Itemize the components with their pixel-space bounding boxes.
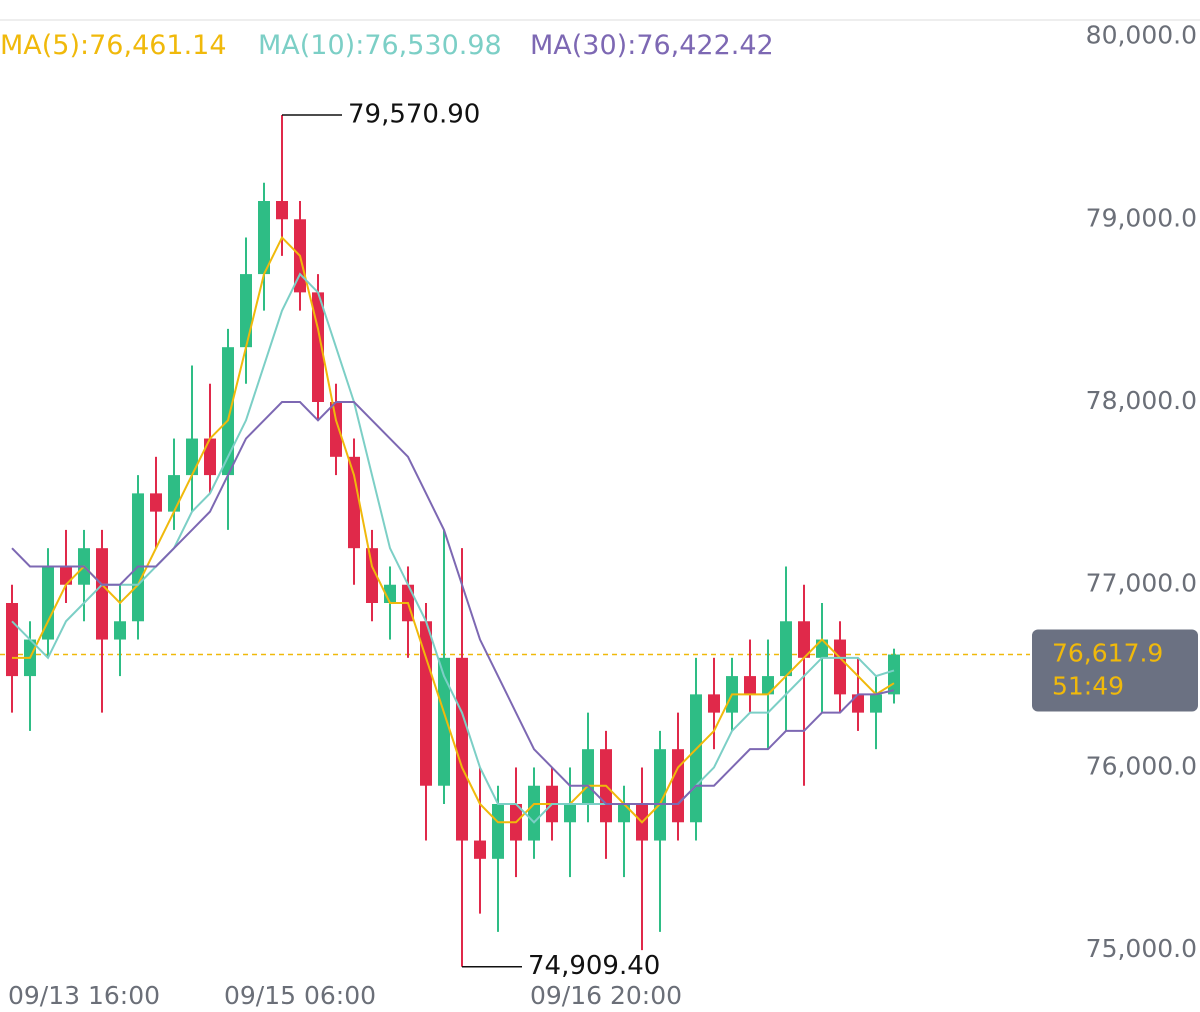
y-tick-label: 76,000.0 — [1086, 751, 1197, 780]
last-price-label: 76,617.9 — [1052, 639, 1163, 668]
candle-body — [852, 694, 864, 713]
candle-body — [132, 493, 144, 622]
candle-body — [366, 548, 378, 603]
legend-name: MA(5) — [0, 30, 89, 61]
x-tick-label: 09/15 06:00 — [224, 981, 376, 1010]
candle-body — [240, 274, 252, 348]
ma-line — [12, 235, 895, 824]
legend-name: MA(30) — [530, 30, 636, 61]
candle-body — [114, 621, 126, 640]
candle-body — [204, 438, 216, 476]
candle-body — [708, 694, 720, 713]
candle-body — [438, 657, 450, 786]
candle-body — [564, 804, 576, 823]
candle-body — [762, 676, 774, 695]
candle-body — [60, 566, 72, 585]
candle-body — [186, 438, 198, 476]
legend-item: MA(30)76,422.42 — [530, 30, 774, 61]
candle-body — [780, 621, 792, 677]
candle-body — [96, 548, 108, 640]
y-tick-label: 80,000.0 — [1086, 21, 1197, 50]
candle-body — [618, 804, 630, 823]
x-tick-label: 09/13 16:00 — [8, 981, 160, 1010]
annotation-label: 79,570.90 — [348, 99, 480, 129]
y-tick-label: 79,000.0 — [1086, 203, 1197, 232]
legend-value: 76,461.14 — [89, 30, 227, 61]
candle-body — [276, 201, 288, 220]
y-tick-label: 75,000.0 — [1086, 934, 1197, 963]
candle-body — [6, 603, 18, 677]
candle-body — [798, 621, 810, 658]
candle-body — [672, 749, 684, 823]
candle-body — [888, 654, 900, 695]
candle-body — [492, 804, 504, 859]
legend-value: 76,422.42 — [636, 30, 774, 61]
candle-body — [744, 676, 756, 695]
candle-body — [150, 493, 162, 512]
candle-body — [258, 201, 270, 275]
candle-body — [582, 749, 594, 804]
candle-body — [870, 694, 882, 713]
legend-item: MA(10)76,530.98 — [258, 30, 502, 61]
candle-body — [816, 639, 828, 658]
candle-body — [420, 621, 432, 786]
y-tick-label: 77,000.0 — [1086, 569, 1197, 598]
candle-body — [834, 639, 846, 695]
candle-body — [222, 347, 234, 476]
candle-body — [330, 402, 342, 457]
candle-body — [456, 657, 468, 841]
candle-body — [528, 785, 540, 841]
candle-body — [42, 566, 54, 640]
annotation-label: 74,909.40 — [528, 951, 660, 981]
price-box — [1032, 629, 1198, 712]
candle-body — [654, 749, 666, 841]
legend-item: MA(5)76,461.14 — [0, 30, 227, 61]
candle-body — [348, 456, 360, 549]
x-tick-label: 09/16 20:00 — [530, 981, 682, 1010]
countdown: 51:49 — [1052, 672, 1124, 701]
legend-name: MA(10) — [258, 30, 364, 61]
y-tick-label: 78,000.0 — [1086, 386, 1197, 415]
candle-body — [690, 694, 702, 823]
ma-line — [11, 401, 895, 805]
legend-value: 76,530.98 — [364, 30, 502, 61]
candle-body — [474, 840, 486, 859]
candle-body — [168, 475, 180, 512]
